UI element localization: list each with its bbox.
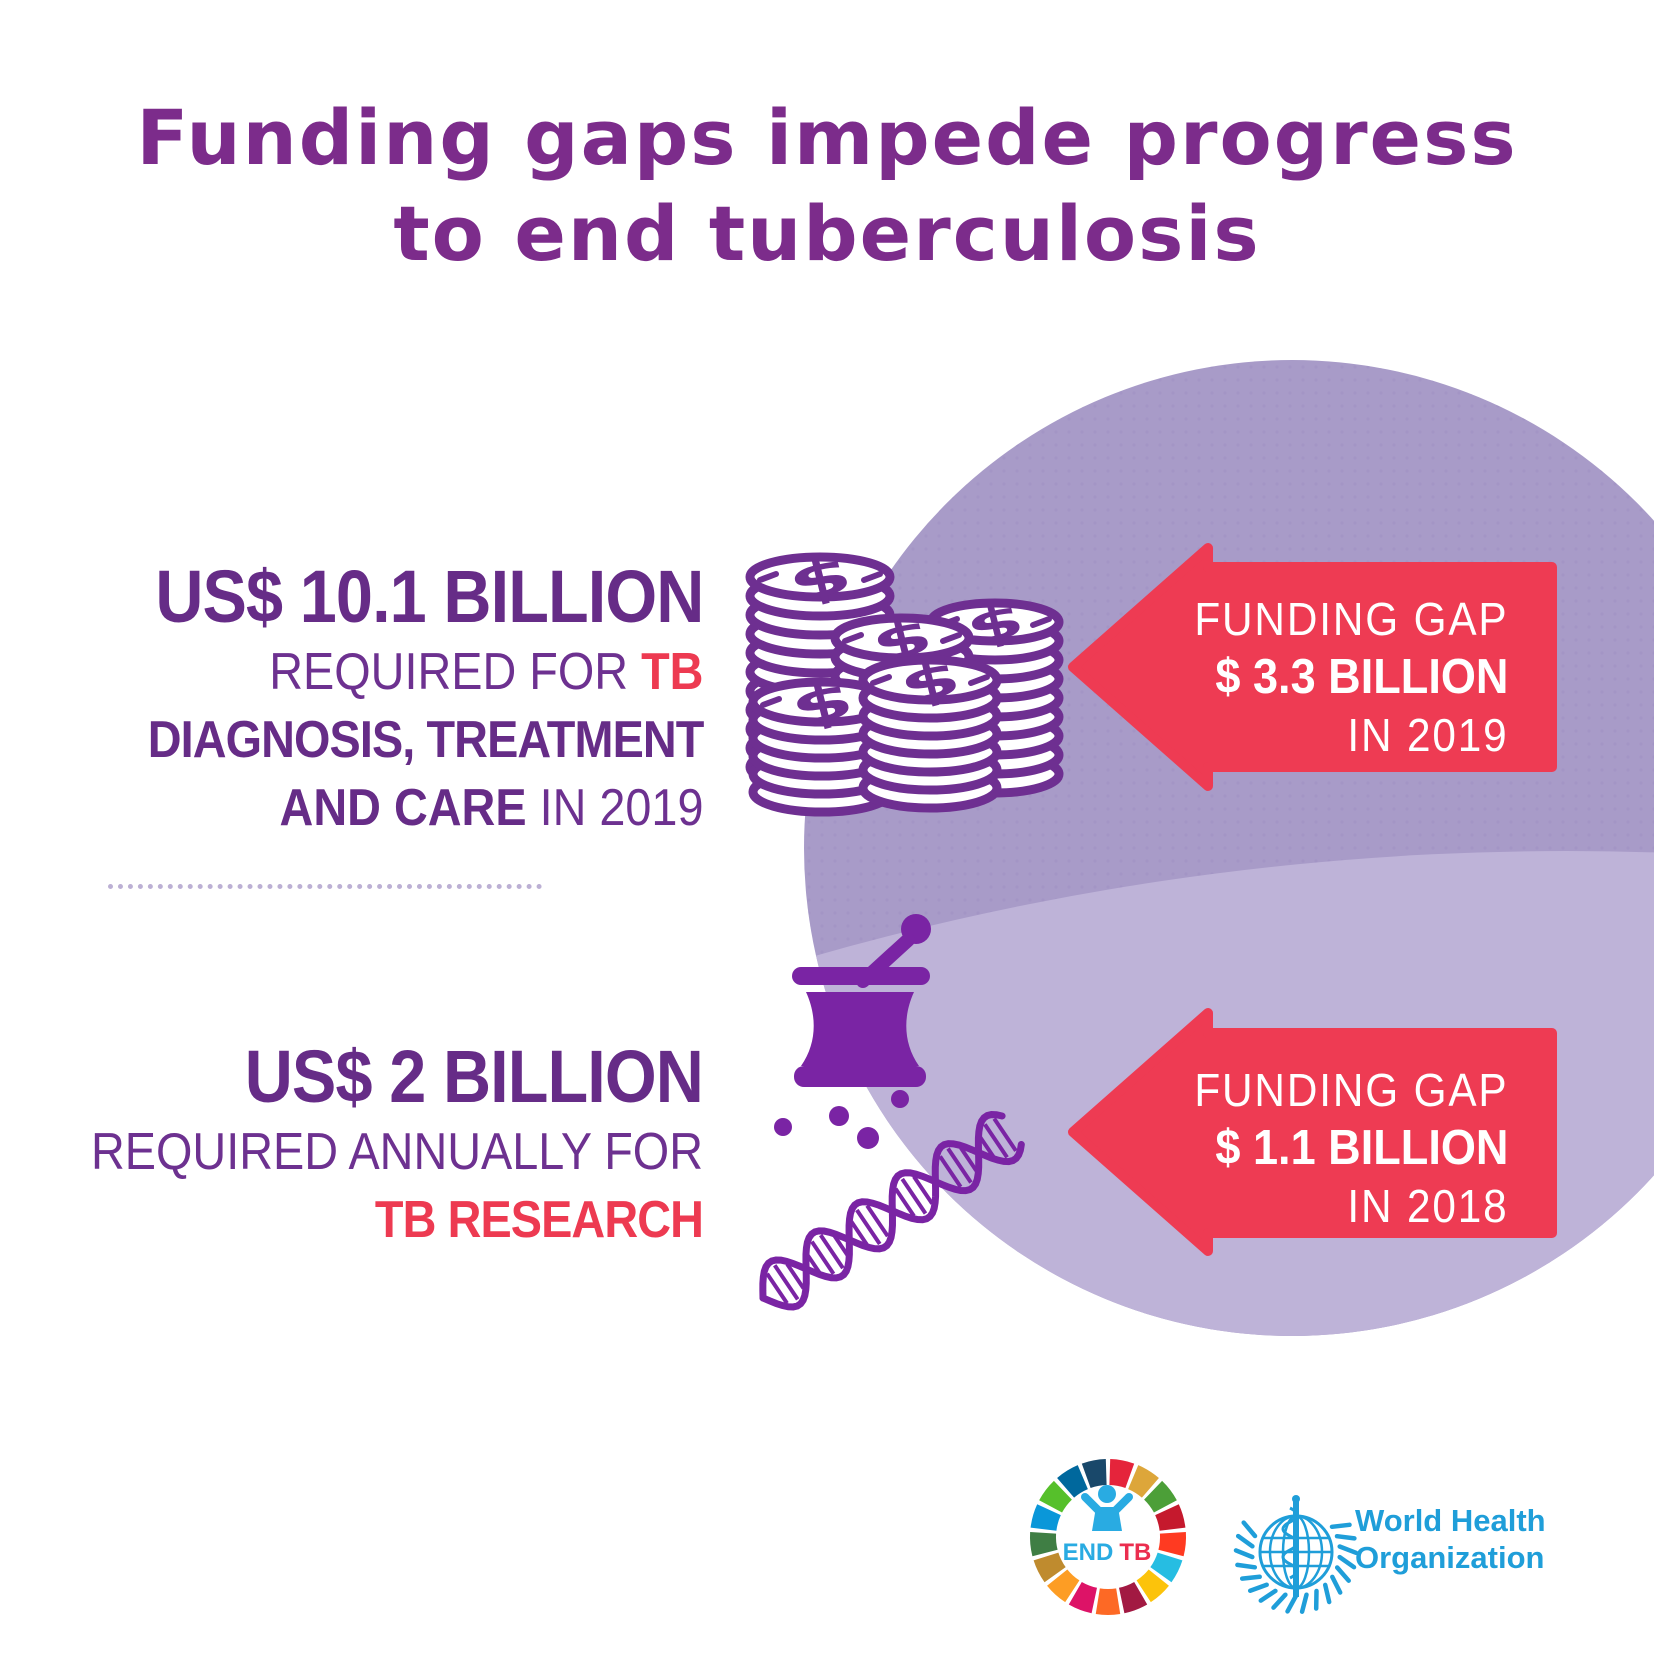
treatment-desc-line1-light: REQUIRED FOR	[268, 643, 641, 701]
treatment-required-amount: US$ 10.1 BILLION	[154, 555, 704, 638]
section-research-funding: US$ 2 BILLION REQUIRED ANNUALLY FOR TB R…	[90, 1035, 704, 1254]
funding-gap-2019-text: FUNDING GAP $ 3.3 BILLION IN 2019	[1194, 590, 1508, 764]
research-desc-line2: TB RESEARCH	[374, 1191, 704, 1249]
page-title-line1: Funding gaps impede progress	[136, 93, 1518, 182]
page-title: Funding gaps impede progress to end tube…	[0, 90, 1654, 282]
end-tb-logo: END TB	[1029, 1459, 1187, 1615]
end-tb-wordmark: END TB	[1063, 1539, 1152, 1566]
who-name-line2: Organization	[1355, 1540, 1545, 1575]
treatment-desc-line3-bold: AND CARE	[279, 779, 527, 837]
gap-2019-label: FUNDING GAP	[1193, 593, 1508, 645]
who-wordmark: World Health Organization	[1355, 1502, 1546, 1576]
end-tb-sdg-ring-icon	[1029, 1459, 1187, 1615]
gap-2018-year: IN 2018	[1346, 1180, 1508, 1232]
treatment-desc-line1-tb: TB	[640, 643, 703, 701]
section-treatment-funding: US$ 10.1 BILLION REQUIRED FOR TB DIAGNOS…	[147, 555, 704, 842]
who-name-line1: World Health	[1355, 1503, 1546, 1538]
treatment-desc-line1: REQUIRED FOR TB	[147, 638, 703, 706]
funding-gap-2018-text: FUNDING GAP $ 1.1 BILLION IN 2018	[1194, 1061, 1508, 1235]
who-emblem-icon	[1233, 1495, 1359, 1614]
mortar-pestle-icon	[774, 914, 931, 1149]
who-wreath-icon	[1233, 1520, 1359, 1614]
page-title-line2: to end tuberculosis	[393, 189, 1261, 278]
funding-gap-arrow-2019	[1068, 543, 1557, 791]
end-tb-figure-icon	[1081, 1485, 1133, 1531]
gap-2018-label: FUNDING GAP	[1193, 1064, 1508, 1116]
treatment-desc-line3-light: IN 2019	[526, 779, 703, 837]
treatment-desc-line2: DIAGNOSIS, TREATMENT	[147, 711, 704, 769]
research-required-amount: US$ 2 BILLION	[244, 1035, 704, 1118]
treatment-desc-line3: AND CARE IN 2019	[147, 774, 703, 842]
funding-gap-arrow-2018	[1068, 1008, 1557, 1256]
dotted-divider	[108, 884, 542, 889]
research-desc-line1: REQUIRED ANNUALLY FOR	[90, 1123, 703, 1181]
gap-2019-year: IN 2019	[1346, 709, 1508, 761]
end-tb-word-tb: TB	[1119, 1539, 1151, 1566]
gap-2018-amount: $ 1.1 BILLION	[1214, 1121, 1508, 1175]
coin-stacks-icon: $$$$ $	[745, 545, 1064, 817]
gap-2019-amount: $ 3.3 BILLION	[1214, 650, 1508, 704]
dna-helix-icon	[759, 1111, 1025, 1311]
end-tb-word-end: END	[1063, 1539, 1114, 1566]
